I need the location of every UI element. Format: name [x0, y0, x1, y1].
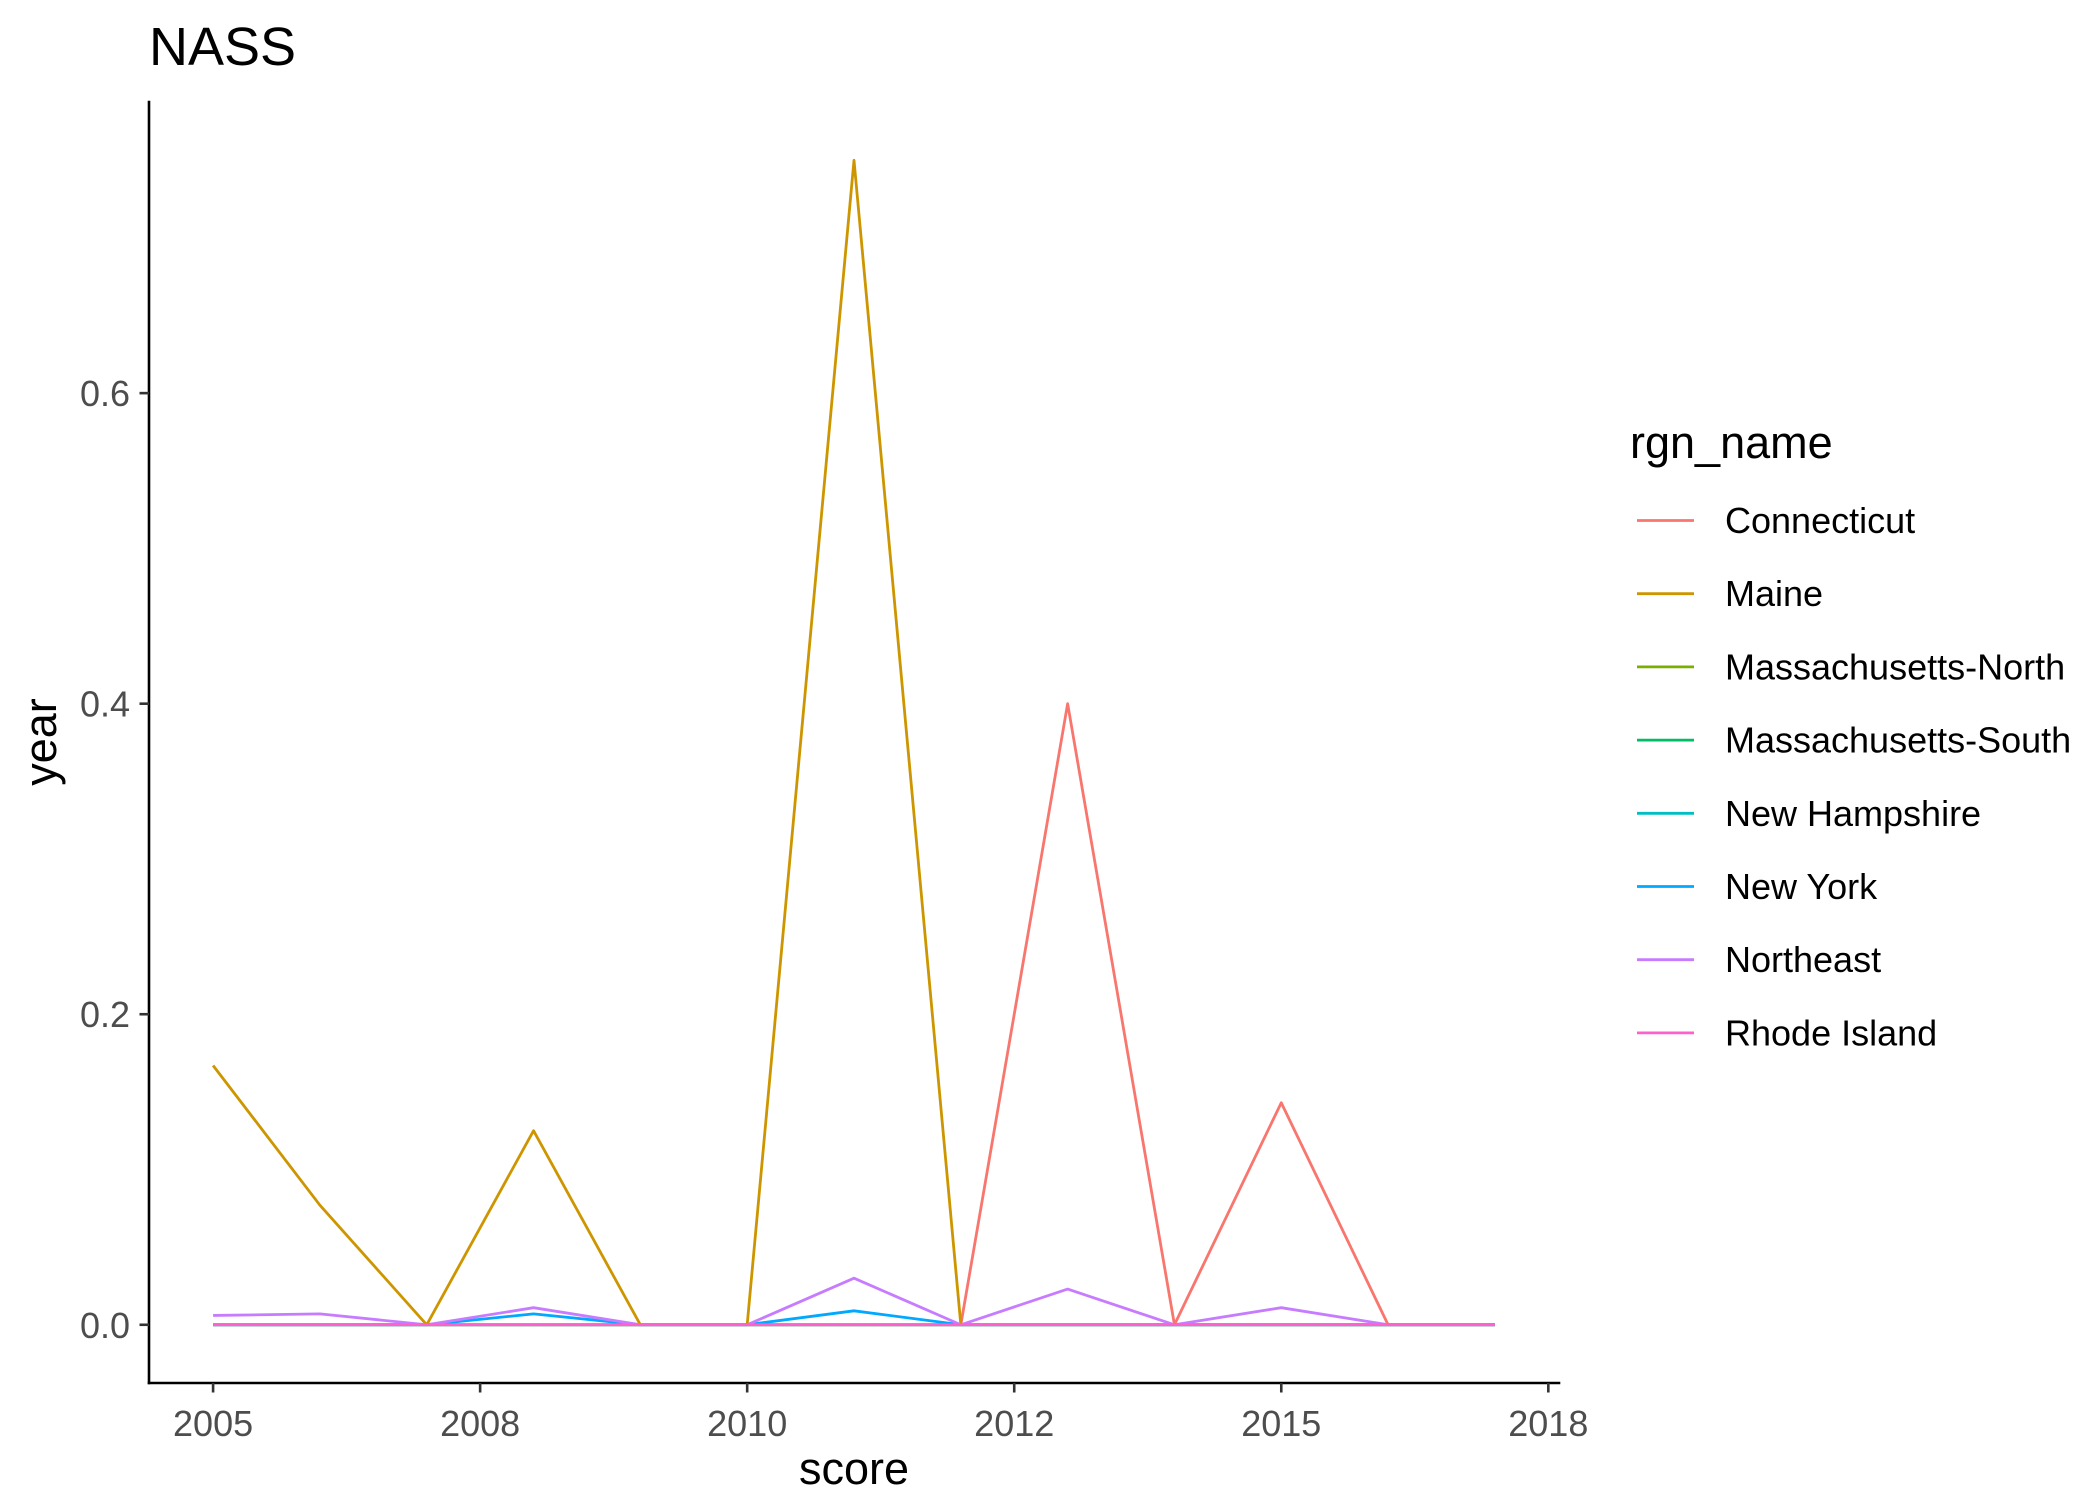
- x-tick-label: 2012: [974, 1403, 1054, 1444]
- legend-items: Connecticut Maine Massachusetts-North Massa…: [1637, 500, 2071, 1053]
- legend-title: rgn_name: [1630, 417, 1833, 468]
- y-tick-label: 0.2: [80, 994, 130, 1035]
- x-tick-label: 2018: [1508, 1403, 1588, 1444]
- series-line-connecticut: [213, 702, 1495, 1327]
- y-axis-ticks: 0.0 0.2 0.4 0.6: [80, 373, 149, 1346]
- y-tick-label: 0.0: [80, 1305, 130, 1346]
- x-axis-ticks: 2005 2008 2010 2012 2015 2018: [173, 1383, 1588, 1444]
- legend-label-massachusetts-south: Massachusetts-South: [1725, 720, 2071, 761]
- legend-label-northeast: Northeast: [1725, 939, 1881, 980]
- chart-title: NASS: [149, 17, 296, 77]
- legend: rgn_name Connecticut Maine Massachusetts-N…: [1630, 417, 2071, 1053]
- x-tick-label: 2005: [173, 1403, 253, 1444]
- legend-item-maine: Maine: [1637, 573, 1823, 614]
- legend-item-rhode-island: Rhode Island: [1637, 1012, 1937, 1053]
- series-layer: [211, 158, 1495, 1327]
- legend-item-northeast: Northeast: [1637, 939, 1881, 980]
- y-tick-label: 0.4: [80, 684, 130, 725]
- x-tick-label: 2008: [440, 1403, 520, 1444]
- legend-item-connecticut: Connecticut: [1637, 500, 1915, 541]
- legend-label-rhode-island: Rhode Island: [1725, 1012, 1937, 1053]
- y-axis-title: year: [15, 698, 66, 786]
- y-tick-label: 0.6: [80, 373, 130, 414]
- x-axis-title: score: [799, 1443, 909, 1494]
- legend-label-new-hampshire: New Hampshire: [1725, 793, 1981, 834]
- legend-item-massachusetts-south: Massachusetts-South: [1637, 720, 2071, 761]
- legend-label-maine: Maine: [1725, 573, 1823, 614]
- legend-item-new-york: New York: [1637, 866, 1878, 907]
- legend-label-new-york: New York: [1725, 866, 1878, 907]
- legend-item-massachusetts-north: Massachusetts-North: [1637, 646, 2065, 687]
- legend-item-new-hampshire: New Hampshire: [1637, 793, 1981, 834]
- legend-label-massachusetts-north: Massachusetts-North: [1725, 646, 2065, 687]
- x-tick-label: 2015: [1241, 1403, 1321, 1444]
- legend-label-connecticut: Connecticut: [1725, 500, 1915, 541]
- x-tick-label: 2010: [707, 1403, 787, 1444]
